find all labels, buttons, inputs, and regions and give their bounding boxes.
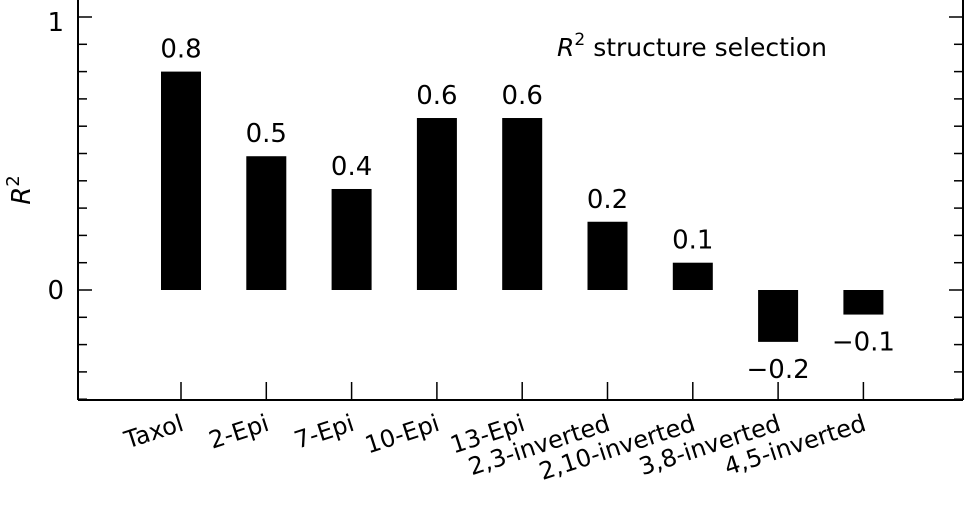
bar-value-label: 0.6 [416, 81, 457, 111]
legend-text: structure selection [593, 33, 827, 62]
category-label: 7-Epi [291, 409, 358, 454]
bar [161, 71, 201, 290]
legend-superscript: 2 [574, 30, 585, 50]
bar-value-label: 0.4 [331, 152, 372, 182]
bar [587, 221, 628, 290]
category-labels: Taxol 2-Epi 7-Epi 10-Epi 13-Epi2,3-inverted2… [120, 409, 869, 486]
bar [416, 118, 457, 290]
bar-value-label: 0.1 [672, 226, 713, 256]
bar-value-label: 0.5 [246, 119, 287, 149]
bar-value-labels: 0.8 0.5 0.4 0.6 0.6 0.2 0.1 −0.2 −0.1 [160, 35, 895, 385]
bar [758, 290, 799, 342]
bar [843, 290, 884, 315]
category-label: 2-Epi [205, 409, 272, 454]
legend-math: R [557, 33, 574, 62]
y-tick-label: 0 [47, 276, 64, 306]
y-axis-label-superscript: 2 [3, 175, 24, 186]
bar-value-label: 0.6 [502, 81, 543, 111]
bar [672, 262, 713, 290]
y-axis-label: R2 [3, 175, 37, 205]
y-tick-label: 1 [47, 8, 64, 38]
bar [246, 156, 287, 290]
y-ticks: 01 [47, 8, 963, 400]
bar-value-label: 0.8 [160, 35, 201, 65]
category-label: Taxol [120, 409, 187, 455]
bar-value-label: −0.2 [747, 355, 810, 385]
category-label: 10-Epi [362, 409, 443, 459]
x-ticks [180, 382, 865, 400]
legend: R2 structure selection [557, 30, 827, 62]
bars [161, 71, 884, 342]
bar-value-label: 0.2 [587, 185, 628, 215]
bar-value-label: −0.1 [832, 328, 895, 358]
bar [331, 188, 372, 290]
bar [502, 118, 543, 290]
y-axis-label-math: R [7, 187, 37, 205]
